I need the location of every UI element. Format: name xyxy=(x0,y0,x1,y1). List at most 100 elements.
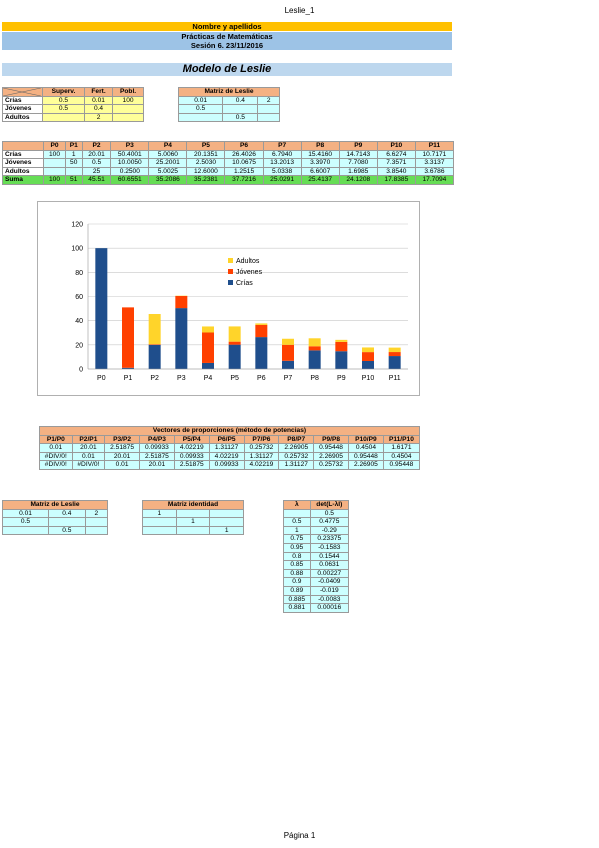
y-tick-label: 100 xyxy=(71,246,83,253)
cell[interactable]: 0.01 xyxy=(83,95,114,106)
x-tick-label: P2 xyxy=(150,375,159,382)
cell[interactable] xyxy=(112,104,144,114)
cell: 50.4001 xyxy=(110,149,150,160)
cell[interactable]: 0.5 xyxy=(42,104,85,114)
cell: 4.02219 xyxy=(208,451,245,462)
cell: 2 xyxy=(84,508,109,519)
cell: 2 xyxy=(257,95,280,106)
bar-crías-p0 xyxy=(95,248,108,369)
x-tick-label: P9 xyxy=(337,375,346,382)
cell: 5.0338 xyxy=(262,166,302,177)
cell: 50 xyxy=(64,158,83,168)
bar-adultos-p11 xyxy=(388,347,401,353)
corner-cell xyxy=(2,87,43,97)
period-header: P3 xyxy=(110,141,150,151)
table-row: Adultos 2 xyxy=(2,112,144,123)
cell: 0.4504 xyxy=(347,443,384,453)
cell[interactable]: 100 xyxy=(112,95,144,106)
cell xyxy=(257,104,280,114)
cell: 26.4026 xyxy=(224,149,264,160)
legend-label: Crías xyxy=(236,280,253,287)
cell: 35.2086 xyxy=(148,175,188,185)
bar-adultos-p10 xyxy=(362,347,374,353)
y-tick-label: 40 xyxy=(75,318,83,325)
cell: 12.6000 xyxy=(186,166,226,177)
superv-header: Superv. xyxy=(42,87,85,97)
cell xyxy=(175,508,211,519)
cell[interactable] xyxy=(42,112,85,123)
period-header: P7 xyxy=(262,141,302,151)
cell: 1.31127 xyxy=(278,460,315,470)
bar-crías-p1 xyxy=(122,367,134,369)
cell[interactable]: 2 xyxy=(83,112,114,123)
cell: -0.0409 xyxy=(309,577,350,587)
cell: 35.2381 xyxy=(186,175,226,185)
cell xyxy=(43,166,66,177)
cell[interactable]: 0.5 xyxy=(42,95,85,106)
row-label: Crías xyxy=(2,95,43,106)
cell xyxy=(84,525,109,536)
cell: 0.09933 xyxy=(173,451,210,462)
row-label: Jóvenes xyxy=(2,104,43,114)
cell: 5.0025 xyxy=(148,166,188,177)
cell[interactable] xyxy=(112,112,144,123)
x-tick-label: P5 xyxy=(230,375,239,382)
cell: 0.881 xyxy=(283,603,311,613)
cell: 0.23375 xyxy=(309,534,350,544)
x-tick-label: P8 xyxy=(310,375,319,382)
cell: 3.6786 xyxy=(414,166,455,177)
table-row: 0.8 0.1544 xyxy=(283,551,350,562)
ratio-header: P8/P7 xyxy=(278,434,315,445)
leslie-title: Matriz de Leslie xyxy=(2,500,108,510)
bar-jóvenes-p1 xyxy=(122,307,134,368)
x-tick-label: P0 xyxy=(97,375,106,382)
cell: 1.6985 xyxy=(338,166,378,177)
bar-adultos-p9 xyxy=(335,339,348,342)
cell[interactable]: 0.4 xyxy=(83,104,114,114)
cell: 0.00016 xyxy=(309,603,350,613)
bar-crías-p5 xyxy=(228,344,241,369)
cell: 7.7080 xyxy=(338,158,378,168)
table-row: 0.5 0.4775 xyxy=(283,517,350,527)
identity-matrix: Matriz identidad 1 1 1 xyxy=(142,500,244,536)
parameters-table: Superv. Fert. Pobl. Crías 0.5 0.01 100 J… xyxy=(2,87,144,123)
x-tick-label: P1 xyxy=(124,375,133,382)
table-row: 1 xyxy=(142,517,244,527)
table-row: 0.75 0.23375 xyxy=(283,534,350,544)
bar-jóvenes-p8 xyxy=(308,346,321,351)
cell: 0.5 xyxy=(309,508,350,519)
table-row: #DIV/0! 0.01 20.01 2.51875 0.09933 4.02219 1.3… xyxy=(39,451,421,462)
fert-header: Fert. xyxy=(83,87,114,97)
cell: 3.3970 xyxy=(300,158,340,168)
cell: 1 xyxy=(64,149,83,160)
cell: 3.3137 xyxy=(414,158,455,168)
table-row: #DIV/0! #DIV/0! 0.01 20.01 2.51875 0.09933 4.0… xyxy=(39,460,421,470)
cell: 100 xyxy=(43,175,66,185)
cell: 0.5 xyxy=(222,112,259,123)
course-title: Prácticas de Matemáticas xyxy=(2,32,452,41)
cell: 20.01 xyxy=(104,451,141,462)
cell: 20.01 xyxy=(139,460,175,470)
period-header: P4 xyxy=(148,141,188,151)
cell: 0.5 xyxy=(1,517,50,527)
cell: 0.8 xyxy=(283,551,311,562)
pobl-header: Pobl. xyxy=(112,87,144,97)
legend-swatch xyxy=(228,269,233,274)
chart-svg: 0 20 40 60 80 100 120 P0 P1 P2 P3 P4 P5 P6 P7 P8 P9 P10 P1… xyxy=(71,222,408,382)
diagonal-cross-icon xyxy=(3,88,41,96)
cell: 10.0050 xyxy=(110,158,150,168)
cell: 1 xyxy=(283,525,311,536)
ratios-table: Vectores de proporciones (método de pote… xyxy=(39,426,421,470)
cell xyxy=(222,104,259,114)
cell: 0.95 xyxy=(283,542,311,553)
population-table: P0 P1 P2 P3 P4 P5 P6 P7 P8 P9 P10 P11 Crías 100 1 20.01… xyxy=(1,141,455,185)
cell: 0.4775 xyxy=(309,517,350,527)
ratio-header: P5/P4 xyxy=(173,434,210,445)
table-row: Crías 100 1 20.01 50.4001 5.0060 20.1351 26.402… xyxy=(1,149,455,160)
period-header: P6 xyxy=(224,141,264,151)
y-tick-label: 20 xyxy=(75,342,83,349)
cell: 4.02219 xyxy=(173,443,210,453)
table-row: Jóvenes 0.5 0.4 xyxy=(2,104,144,114)
bar-jóvenes-p4 xyxy=(202,332,214,363)
cell: 0.9 xyxy=(283,577,311,587)
